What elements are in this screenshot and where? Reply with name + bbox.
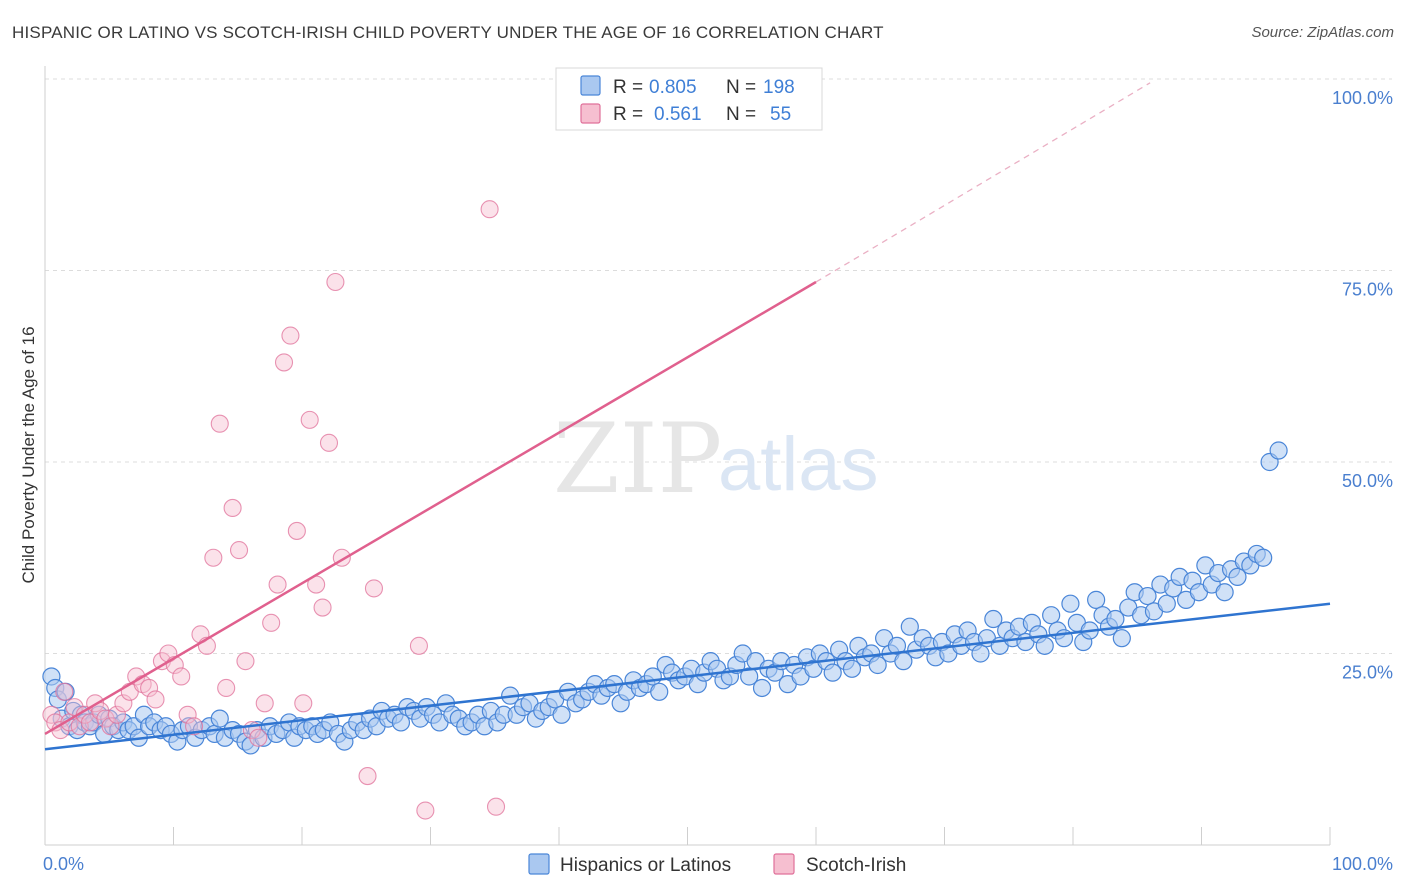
data-point-hispanics	[650, 682, 669, 701]
data-point-scotch-irish	[107, 705, 127, 724]
data-point-scotch-irish	[204, 548, 223, 567]
data-point-scotch-irish	[294, 694, 313, 713]
data-point-scotch-irish	[268, 575, 287, 594]
x-tick-label: 100.0%	[1332, 854, 1393, 874]
data-point-scotch-irish	[319, 433, 339, 452]
legend-r-value: 0.805	[649, 77, 697, 98]
watermark: ZIP atlas	[553, 403, 879, 515]
data-point-hispanics	[900, 617, 919, 636]
data-point-hispanics	[740, 667, 759, 686]
data-point-hispanics	[210, 709, 229, 728]
series-scotch-irish-points	[42, 200, 506, 820]
y-tick-labels: 25.0% 50.0% 75.0% 100.0%	[1332, 88, 1393, 683]
legend-swatch-scotch-irish	[580, 103, 601, 124]
data-point-scotch-irish	[185, 717, 204, 736]
data-point-scotch-irish	[274, 353, 294, 372]
legend-n-label: N =	[726, 77, 756, 98]
data-point-scotch-irish	[236, 652, 255, 671]
data-point-hispanics	[1061, 594, 1080, 613]
y-tick-label: 25.0%	[1342, 663, 1393, 683]
data-point-scotch-irish	[326, 272, 345, 292]
trend-line-scotch-irish	[44, 280, 817, 736]
data-point-hispanics	[1112, 629, 1131, 648]
data-point-hispanics	[971, 644, 990, 663]
legend-r-label: R =	[613, 77, 643, 98]
data-point-scotch-irish	[358, 767, 377, 786]
data-point-scotch-irish	[55, 682, 74, 701]
data-point-hispanics	[391, 713, 411, 732]
data-point-scotch-irish	[287, 521, 306, 540]
legend-n-label: N =	[726, 104, 756, 125]
trend-lines	[44, 82, 1331, 751]
x-tick-label: 0.0%	[43, 854, 84, 874]
data-point-scotch-irish	[210, 414, 229, 433]
data-point-scotch-irish	[217, 678, 236, 698]
bottom-legend-swatch-hispanics	[528, 853, 550, 875]
data-point-scotch-irish	[140, 678, 159, 698]
data-point-scotch-irish	[409, 636, 428, 655]
legend-n-value: 55	[770, 104, 791, 125]
data-point-hispanics	[552, 705, 571, 724]
data-point-hispanics	[1157, 594, 1176, 613]
data-point-hispanics	[1269, 441, 1288, 460]
chart-title: HISPANIC OR LATINO VS SCOTCH-IRISH CHILD…	[12, 23, 884, 42]
data-point-scotch-irish	[300, 410, 319, 429]
trend-line-hispanics	[44, 602, 1331, 751]
data-point-scotch-irish	[281, 326, 300, 345]
watermark-zip: ZIP	[553, 403, 722, 515]
x-tick-labels: 0.0% 100.0%	[43, 854, 1393, 874]
axes	[44, 66, 1331, 846]
data-point-scotch-irish	[255, 694, 274, 713]
y-tick-label: 100.0%	[1332, 88, 1393, 108]
bottom-legend-swatch-scotch-irish	[773, 853, 795, 875]
trend-extension-scotch-irish	[815, 82, 1151, 283]
data-point-hispanics	[1087, 590, 1106, 609]
y-tick-label: 50.0%	[1342, 471, 1393, 491]
data-point-scotch-irish	[101, 717, 120, 736]
data-point-hispanics	[842, 659, 862, 678]
data-point-scotch-irish	[262, 613, 281, 632]
data-point-scotch-irish	[178, 705, 197, 724]
legend: R = 0.805 N = 198 R = 0.561 N = 55	[555, 67, 823, 131]
bottom-legend: Hispanics or Latinos Scotch-Irish	[528, 853, 906, 876]
data-point-hispanics	[823, 663, 842, 682]
data-point-hispanics	[1215, 583, 1234, 602]
data-point-hispanics	[1138, 586, 1157, 606]
data-point-scotch-irish	[416, 801, 435, 820]
data-point-hispanics	[752, 678, 772, 698]
series-hispanics-points	[42, 441, 1288, 755]
chart-source: Source: ZipAtlas.com	[1251, 24, 1394, 41]
data-point-hispanics	[887, 636, 907, 655]
data-point-hispanics	[1254, 548, 1273, 567]
data-point-hispanics	[868, 655, 887, 675]
gridlines	[45, 78, 1392, 654]
legend-swatch-hispanics	[580, 75, 601, 96]
bottom-legend-label-hispanics: Hispanics or Latinos	[560, 855, 731, 876]
data-point-scotch-irish	[80, 713, 100, 732]
data-point-hispanics	[1228, 567, 1247, 587]
data-point-scotch-irish	[229, 541, 249, 560]
legend-n-value: 198	[763, 77, 795, 98]
data-point-scotch-irish	[172, 667, 191, 686]
data-point-scotch-irish	[313, 598, 332, 617]
data-point-scotch-irish	[114, 694, 133, 713]
data-point-hispanics	[984, 609, 1003, 629]
y-axis-label: Child Poverty Under the Age of 16	[19, 326, 38, 583]
data-point-scotch-irish	[249, 728, 268, 747]
data-point-hispanics	[1035, 636, 1054, 655]
data-point-scotch-irish	[486, 797, 506, 816]
data-point-scotch-irish	[364, 579, 384, 598]
data-point-scotch-irish	[223, 498, 242, 518]
data-point-scotch-irish	[146, 690, 165, 709]
data-point-scotch-irish	[70, 717, 89, 736]
data-point-scotch-irish	[480, 200, 499, 219]
bottom-legend-label-scotch-irish: Scotch-Irish	[806, 855, 906, 876]
legend-r-value: 0.561	[654, 104, 702, 125]
legend-r-label: R =	[613, 104, 643, 125]
y-tick-label: 75.0%	[1342, 280, 1393, 300]
data-point-hispanics	[1042, 606, 1061, 625]
watermark-atlas: atlas	[718, 422, 879, 507]
